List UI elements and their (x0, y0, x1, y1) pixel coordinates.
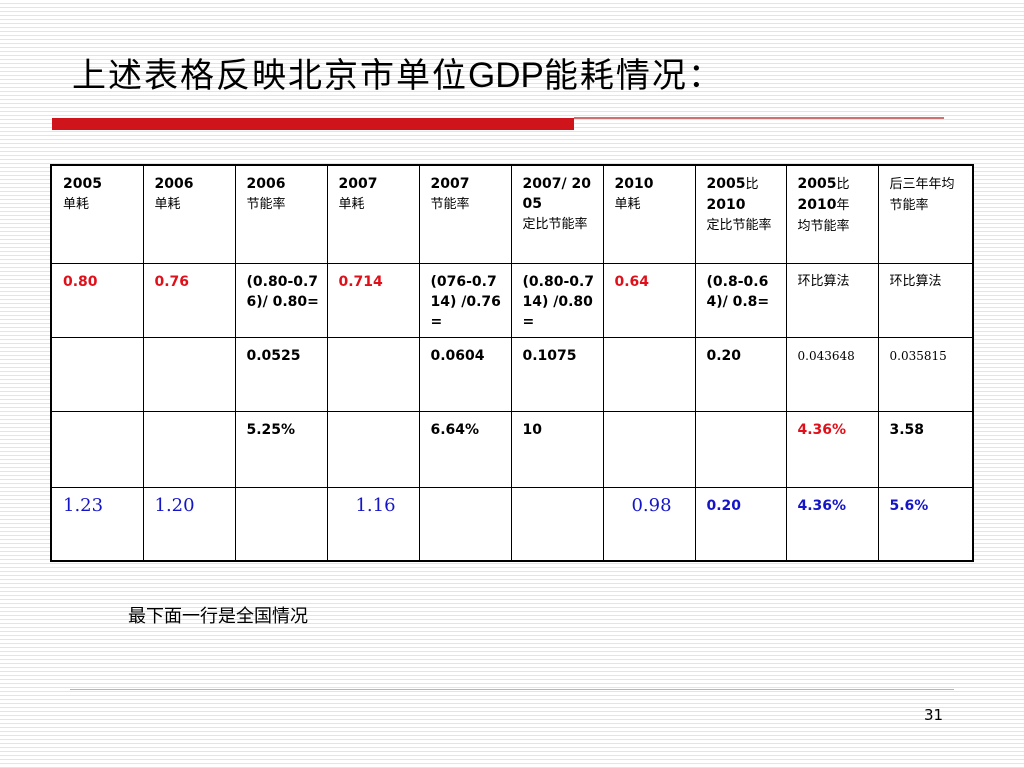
header-cell: 2007 单耗 (326, 164, 420, 264)
header-cell: 2006 节能率 (234, 164, 328, 264)
table-cell (50, 410, 144, 488)
table-cell: 3.58 (877, 410, 974, 488)
table-cell: 1.20 (142, 486, 236, 562)
table-row-national: 1.23 1.20 1.16 0.98 0.20 4.36% 5.6% (50, 486, 974, 562)
table-cell: 0.714 (326, 262, 420, 338)
table-cell (142, 410, 236, 488)
table-row: 0.0525 0.0604 0.1075 0.20 0.043648 0.035… (50, 336, 974, 412)
table-cell: 环比算法 (785, 262, 879, 338)
table-cell (602, 410, 696, 488)
table-cell: (0.80-0.76)/ 0.80= (234, 262, 328, 338)
table-cell: 0.1075 (510, 336, 604, 412)
table-cell: 0.80 (50, 262, 144, 338)
header-cell: 2005比 2010年 均节能率 (785, 164, 879, 264)
table-cell (602, 336, 696, 412)
energy-table-container: 2005 单耗 2006 单耗 2006 节能率 2007 单耗 2007 节能率 200… (50, 164, 974, 562)
table-row: 5.25% 6.64% 10 4.36% 3.58 (50, 410, 974, 488)
header-cell: 2006 单耗 (142, 164, 236, 264)
table-cell: 6.64% (418, 410, 512, 488)
table-cell (326, 410, 420, 488)
table-cell: 5.25% (234, 410, 328, 488)
table-cell: 0.035815 (877, 336, 974, 412)
header-cell: 2005 单耗 (50, 164, 144, 264)
title-latin: GDP (468, 56, 544, 95)
table-cell (694, 410, 787, 488)
table-cell: 环比算法 (877, 262, 974, 338)
header-cell: 2010 单耗 (602, 164, 696, 264)
energy-table: 2005 单耗 2006 单耗 2006 节能率 2007 单耗 2007 节能率 200… (50, 164, 974, 562)
table-cell: 0.0525 (234, 336, 328, 412)
header-cell: 2005比 2010 定比节能率 (694, 164, 787, 264)
header-cell: 2007 节能率 (418, 164, 512, 264)
title-suffix: 能耗情况： (543, 56, 724, 96)
table-cell: (076-0.714) /0.76= (418, 262, 512, 338)
table-cell: 0.76 (142, 262, 236, 338)
table-cell (142, 336, 236, 412)
table-cell (234, 486, 328, 562)
table-cell: 0.98 (602, 486, 696, 562)
table-cell (326, 336, 420, 412)
title-accent-line (574, 117, 944, 119)
header-cell: 2007/ 2005 定比节能率 (510, 164, 604, 264)
table-row: 0.80 0.76 (0.80-0.76)/ 0.80= 0.714 (076-… (50, 262, 974, 338)
page-number: 31 (924, 706, 944, 724)
title-accent-bar (52, 118, 574, 130)
table-cell: 0.043648 (785, 336, 879, 412)
title-prefix: 上述表格反映北京市单位 (72, 56, 468, 96)
table-cell (510, 486, 604, 562)
footer-line (70, 689, 954, 690)
table-cell: 0.20 (694, 486, 787, 562)
header-row: 2005 单耗 2006 单耗 2006 节能率 2007 单耗 2007 节能率 200… (50, 164, 974, 264)
header-cell: 后三年年均节能率 (877, 164, 974, 264)
table-cell: 1.16 (326, 486, 420, 562)
table-cell: 1.23 (50, 486, 144, 562)
table-cell: 0.64 (602, 262, 696, 338)
table-cell: 5.6% (877, 486, 974, 562)
table-cell: 0.0604 (418, 336, 512, 412)
slide-title: 上述表格反映北京市单位GDP能耗情况： (72, 50, 724, 102)
table-cell: 10 (510, 410, 604, 488)
table-cell (50, 336, 144, 412)
table-cell: (0.80-0.714) /0.80= (510, 262, 604, 338)
table-cell: (0.8-0.64)/ 0.8= (694, 262, 787, 338)
footnote: 最下面一行是全国情况 (128, 606, 308, 627)
table-cell (418, 486, 512, 562)
table-cell: 4.36% (785, 486, 879, 562)
table-cell: 0.20 (694, 336, 787, 412)
table-cell: 4.36% (785, 410, 879, 488)
